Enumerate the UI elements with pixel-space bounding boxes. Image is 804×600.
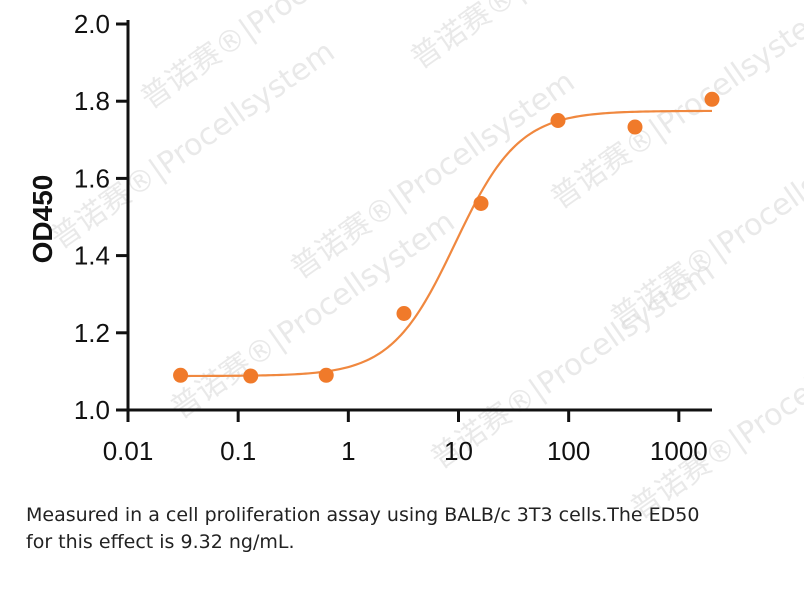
fit-curve	[180, 109, 713, 378]
data-point-6	[627, 119, 643, 135]
watermark-text-7: 普诺赛®|Procellsystem	[625, 304, 804, 526]
axes	[116, 20, 712, 422]
x-tick-label-2: 1	[341, 436, 355, 466]
caption-line-1: Measured in a cell proliferation assay u…	[26, 504, 700, 526]
y-axis-title: OD450	[27, 175, 58, 264]
fit-curve-layer	[180, 109, 713, 378]
y-tick-label-1: 1.2	[74, 318, 110, 348]
x-tick-label-1: 0.1	[220, 436, 256, 466]
watermark-text-2: 普诺赛®|Procellsystem	[545, 0, 804, 217]
watermark-text-1: 普诺赛®|Procellsystem	[405, 0, 702, 77]
axis-labels: 1.0 1.2 1.4 1.6 1.8 2.0 0.01 0.1 1 10 100 1000 OD450	[27, 9, 708, 466]
y-tick-label-5: 2.0	[74, 9, 110, 39]
y-tick-label-0: 1.0	[74, 395, 110, 425]
data-point-4	[473, 195, 489, 211]
y-tick-label-3: 1.6	[74, 163, 110, 193]
data-point-7	[704, 91, 720, 107]
y-tick-label-2: 1.4	[74, 241, 110, 271]
x-tick-label-3: 10	[444, 436, 473, 466]
y-tick-label-4: 1.8	[74, 86, 110, 116]
data-point-2	[318, 367, 334, 383]
x-tick-label-5: 1000	[650, 436, 708, 466]
data-point-3	[396, 306, 412, 321]
data-point-5	[550, 113, 566, 128]
chart-caption: Measured in a cell proliferation assay u…	[26, 502, 786, 556]
watermark-text-3: 普诺赛®|Procellsystem	[285, 64, 582, 286]
data-point-0	[173, 367, 189, 383]
x-tick-label-0: 0.01	[103, 436, 154, 466]
x-tick-label-4: 100	[547, 436, 590, 466]
caption-line-2: for this effect is 9.32 ng/mL.	[26, 531, 295, 553]
data-point-1	[243, 368, 259, 384]
data-points	[173, 91, 720, 384]
